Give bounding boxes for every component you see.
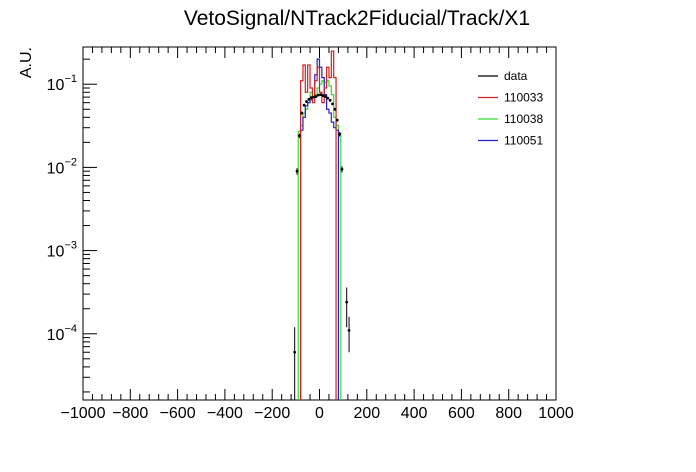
- x-tick-label: −600: [160, 405, 196, 422]
- data-point: [293, 350, 297, 354]
- series-110051-line: [299, 58, 340, 400]
- data-point: [307, 97, 311, 101]
- data-point: [295, 169, 299, 173]
- legend-label-110051: 110051: [504, 134, 543, 148]
- data-point: [300, 111, 304, 115]
- plot-frame: [82, 46, 557, 401]
- legend-label-data: data: [504, 69, 528, 83]
- x-tick-label: −800: [112, 405, 148, 422]
- data-point: [305, 100, 308, 103]
- x-axis: −1000 −800 −600 −400 −200 0 200 400 600 800 1000: [61, 47, 574, 422]
- series-layer: [293, 50, 351, 400]
- y-tick-label: 10−3: [47, 240, 77, 261]
- y-axis-label: A.U.: [18, 47, 35, 78]
- data-point: [340, 167, 344, 171]
- data-point: [345, 300, 349, 304]
- y-axis: 10−4 10−3 10−2 10−1: [47, 58, 97, 393]
- legend-label-110033: 110033: [504, 91, 543, 105]
- legend: data 110033 110038 110051: [478, 69, 543, 148]
- legend-label-110038: 110038: [504, 112, 543, 126]
- data-point: [331, 102, 334, 106]
- data-point: [316, 93, 320, 97]
- data-point: [309, 96, 313, 100]
- x-tick-label: 400: [401, 405, 428, 422]
- data-point: [321, 94, 325, 97]
- data-point: [319, 93, 323, 96]
- data-point: [297, 134, 301, 138]
- data-point: [328, 98, 332, 102]
- data-point: [312, 95, 315, 99]
- x-tick-label: −400: [207, 405, 243, 422]
- x-tick-label: −200: [254, 405, 290, 422]
- x-tick-label: 600: [448, 405, 475, 422]
- x-tick-label: 200: [353, 405, 380, 422]
- data-point: [347, 328, 351, 332]
- data-point: [302, 103, 306, 107]
- data-point: [338, 132, 342, 136]
- data-point: [326, 96, 330, 100]
- x-tick-label: 0: [315, 405, 324, 422]
- data-point: [333, 107, 337, 111]
- chart-title: VetoSignal/NTrack2Fiducial/Track/X1: [184, 7, 530, 30]
- x-tick-label: 800: [495, 405, 522, 422]
- series-110038-line: [297, 80, 342, 400]
- x-tick-label: 1000: [538, 405, 574, 422]
- series-110033-line: [299, 50, 337, 400]
- x-tick-label: −1000: [61, 405, 106, 422]
- plot-border: [82, 46, 557, 401]
- y-tick-label: 10−2: [47, 156, 77, 177]
- data-point: [335, 118, 339, 122]
- y-tick-label: 10−1: [47, 73, 77, 94]
- data-point: [314, 95, 318, 98]
- data-point: [324, 95, 327, 98]
- y-tick-label: 10−4: [47, 323, 77, 344]
